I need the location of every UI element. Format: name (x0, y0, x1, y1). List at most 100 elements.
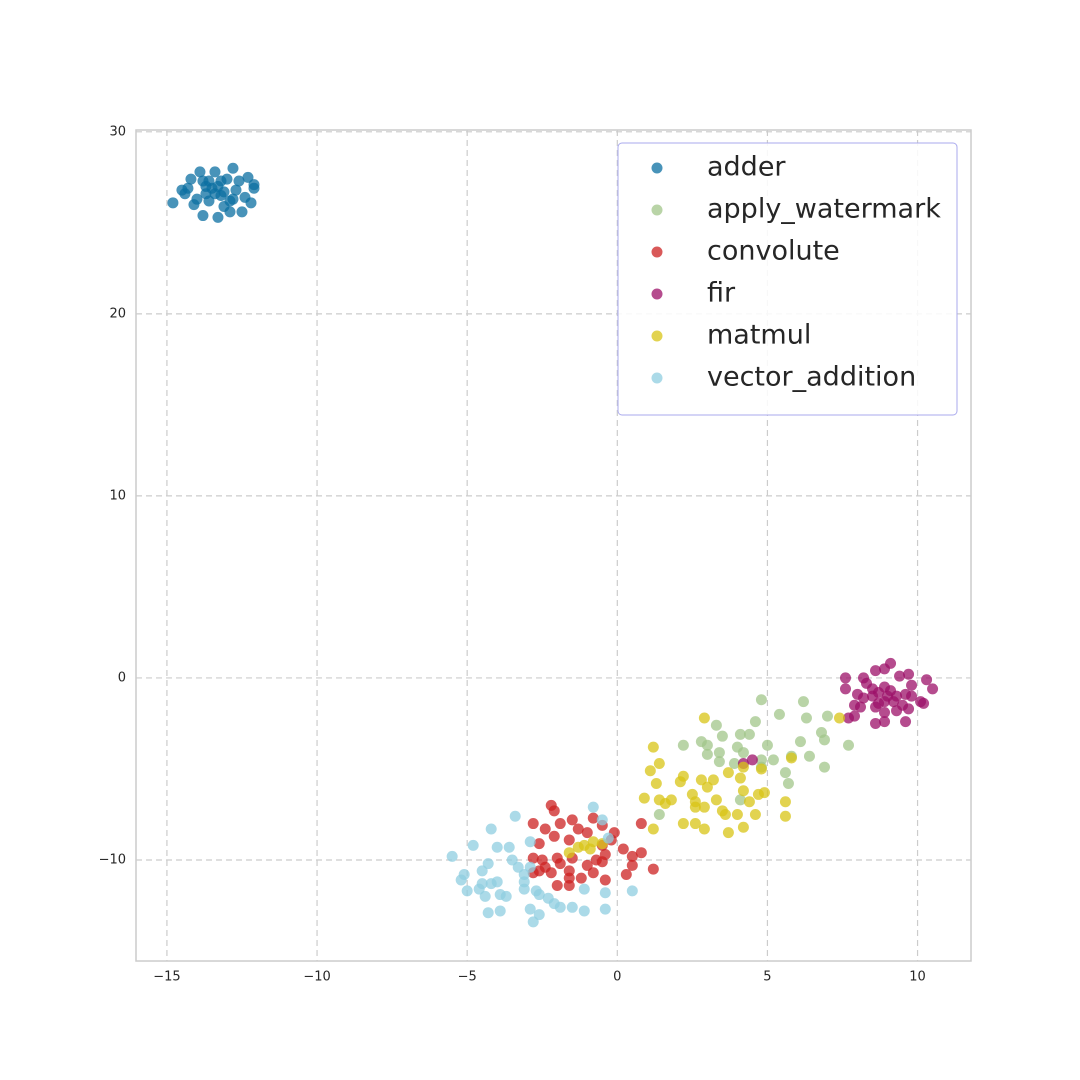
point (882, 690, 894, 702)
point (867, 690, 879, 702)
point (572, 823, 584, 835)
point (650, 778, 662, 790)
point (215, 175, 227, 187)
legend-label: vector_addition (707, 362, 916, 393)
point (803, 750, 815, 762)
point (906, 679, 918, 691)
point (734, 728, 746, 740)
point (578, 905, 590, 917)
point (209, 188, 221, 200)
legend-label: convolute (707, 236, 840, 267)
point (494, 889, 506, 901)
point (566, 901, 578, 913)
point (749, 716, 761, 728)
point (918, 697, 930, 709)
point (512, 861, 524, 873)
point (581, 827, 593, 839)
point (737, 785, 749, 797)
point (191, 193, 203, 205)
point (833, 712, 845, 724)
point (548, 805, 560, 817)
point (524, 903, 536, 915)
point (653, 757, 665, 769)
point (701, 739, 713, 751)
point (599, 903, 611, 915)
point (644, 765, 656, 777)
point (602, 832, 614, 844)
point (773, 708, 785, 720)
point (746, 754, 758, 766)
point (701, 748, 713, 760)
point (485, 823, 497, 835)
point (870, 701, 882, 713)
point (891, 705, 903, 717)
point (855, 701, 867, 713)
point (674, 776, 686, 788)
point (713, 747, 725, 759)
point (839, 683, 851, 695)
point (554, 818, 566, 830)
point (839, 672, 851, 684)
legend-label: matmul (707, 320, 811, 351)
legend-box (617, 142, 958, 416)
point (821, 710, 833, 722)
point (233, 175, 245, 187)
point (230, 184, 242, 196)
point (755, 763, 767, 775)
point (818, 761, 830, 773)
point (665, 794, 677, 806)
point (185, 173, 197, 185)
y-tick-label: 30 (109, 124, 126, 139)
point (927, 683, 939, 695)
point (906, 690, 918, 702)
point (503, 841, 515, 853)
point (818, 734, 830, 746)
point (701, 781, 713, 793)
point (779, 810, 791, 822)
point (728, 757, 740, 769)
point (587, 801, 599, 813)
point (758, 787, 770, 799)
point (551, 879, 563, 891)
point (491, 876, 503, 888)
point (563, 879, 575, 891)
point (548, 830, 560, 842)
point (647, 863, 659, 875)
point (707, 774, 719, 786)
point (710, 719, 722, 731)
point (539, 823, 551, 835)
point (554, 901, 566, 913)
point (554, 858, 566, 870)
point (194, 166, 206, 178)
point (647, 823, 659, 835)
point (587, 812, 599, 824)
point (842, 739, 854, 751)
point (542, 892, 554, 904)
point (734, 772, 746, 784)
point (885, 657, 897, 669)
point (455, 874, 467, 886)
point (737, 821, 749, 833)
point (527, 818, 539, 830)
point (563, 847, 575, 859)
legend-marker (651, 246, 663, 258)
point (476, 865, 488, 877)
point (506, 854, 518, 866)
point (212, 211, 224, 223)
point (879, 716, 891, 728)
point (227, 162, 239, 174)
point (467, 839, 479, 851)
point (518, 883, 530, 895)
point (446, 850, 458, 862)
point (482, 858, 494, 870)
point (227, 193, 239, 205)
point (894, 670, 906, 682)
point (200, 180, 212, 192)
point (242, 171, 254, 183)
point (767, 754, 779, 766)
point (653, 808, 665, 820)
point (578, 883, 590, 895)
point (626, 885, 638, 897)
legend-marker (651, 330, 663, 342)
x-tick-label: −5 (458, 970, 477, 985)
